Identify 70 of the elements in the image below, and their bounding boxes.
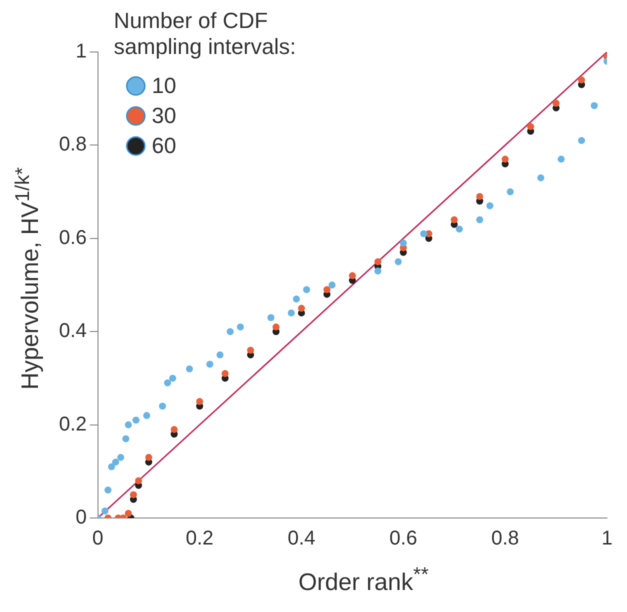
- point: [552, 100, 560, 107]
- point: [450, 216, 458, 224]
- point: [558, 156, 565, 163]
- point: [236, 323, 244, 330]
- point: [186, 365, 193, 372]
- point: [537, 174, 544, 182]
- point: [420, 230, 428, 238]
- point: [101, 508, 108, 515]
- point: [130, 491, 137, 498]
- point: [394, 258, 402, 266]
- point: [145, 454, 152, 461]
- point: [267, 314, 274, 322]
- y-tick-label: 0: [76, 506, 87, 529]
- point: [196, 398, 204, 405]
- point: [104, 486, 112, 494]
- point: [578, 76, 586, 84]
- point: [124, 421, 132, 428]
- point: [348, 272, 356, 280]
- point: [169, 374, 176, 382]
- point: [272, 323, 280, 330]
- x-tick-label: 0.6: [389, 528, 418, 550]
- point: [303, 286, 310, 294]
- point: [117, 454, 124, 461]
- x-tick-label: 0.8: [491, 528, 520, 550]
- point: [578, 137, 586, 144]
- legend-label: 60: [152, 133, 176, 158]
- point: [206, 360, 214, 368]
- point: [374, 268, 382, 275]
- legend-label: 10: [152, 73, 176, 98]
- point: [124, 510, 132, 517]
- x-tick-label: 0.2: [186, 528, 214, 550]
- x-tick-label: 1: [601, 528, 613, 550]
- point: [590, 102, 598, 110]
- point: [400, 240, 407, 247]
- point: [164, 379, 172, 386]
- point: [502, 156, 509, 163]
- point: [158, 402, 166, 410]
- point: [527, 123, 534, 130]
- point: [122, 435, 130, 442]
- point: [135, 477, 142, 484]
- point: [328, 282, 336, 288]
- point: [323, 286, 330, 294]
- point: [222, 370, 229, 378]
- legend-title: Number of CDF sampling intervals:: [114, 8, 296, 60]
- point: [486, 202, 494, 210]
- point: [132, 416, 140, 424]
- x-axis-title: Order rank$^{**}$: [297, 564, 430, 597]
- point: [112, 458, 120, 466]
- y-tick-label: 0.2: [58, 413, 87, 436]
- x-tick-label: 0.4: [288, 528, 316, 550]
- point: [374, 258, 382, 266]
- point: [226, 328, 234, 336]
- legend-label: 30: [152, 103, 176, 128]
- point: [456, 226, 463, 233]
- point: [292, 295, 300, 302]
- point: [108, 463, 116, 470]
- point: [216, 351, 224, 358]
- point: [247, 346, 254, 354]
- y-tick-label: 0.6: [58, 226, 87, 249]
- point: [298, 304, 305, 312]
- point: [476, 216, 484, 224]
- y-tick-label: 0.4: [58, 320, 87, 342]
- point: [170, 426, 178, 433]
- point: [476, 192, 484, 200]
- y-tick-label: 0.8: [58, 134, 87, 156]
- y-tick-label: 1: [76, 40, 87, 63]
- x-tick-label: 0: [92, 528, 104, 550]
- point: [288, 309, 295, 316]
- point: [506, 188, 514, 196]
- point: [143, 412, 150, 419]
